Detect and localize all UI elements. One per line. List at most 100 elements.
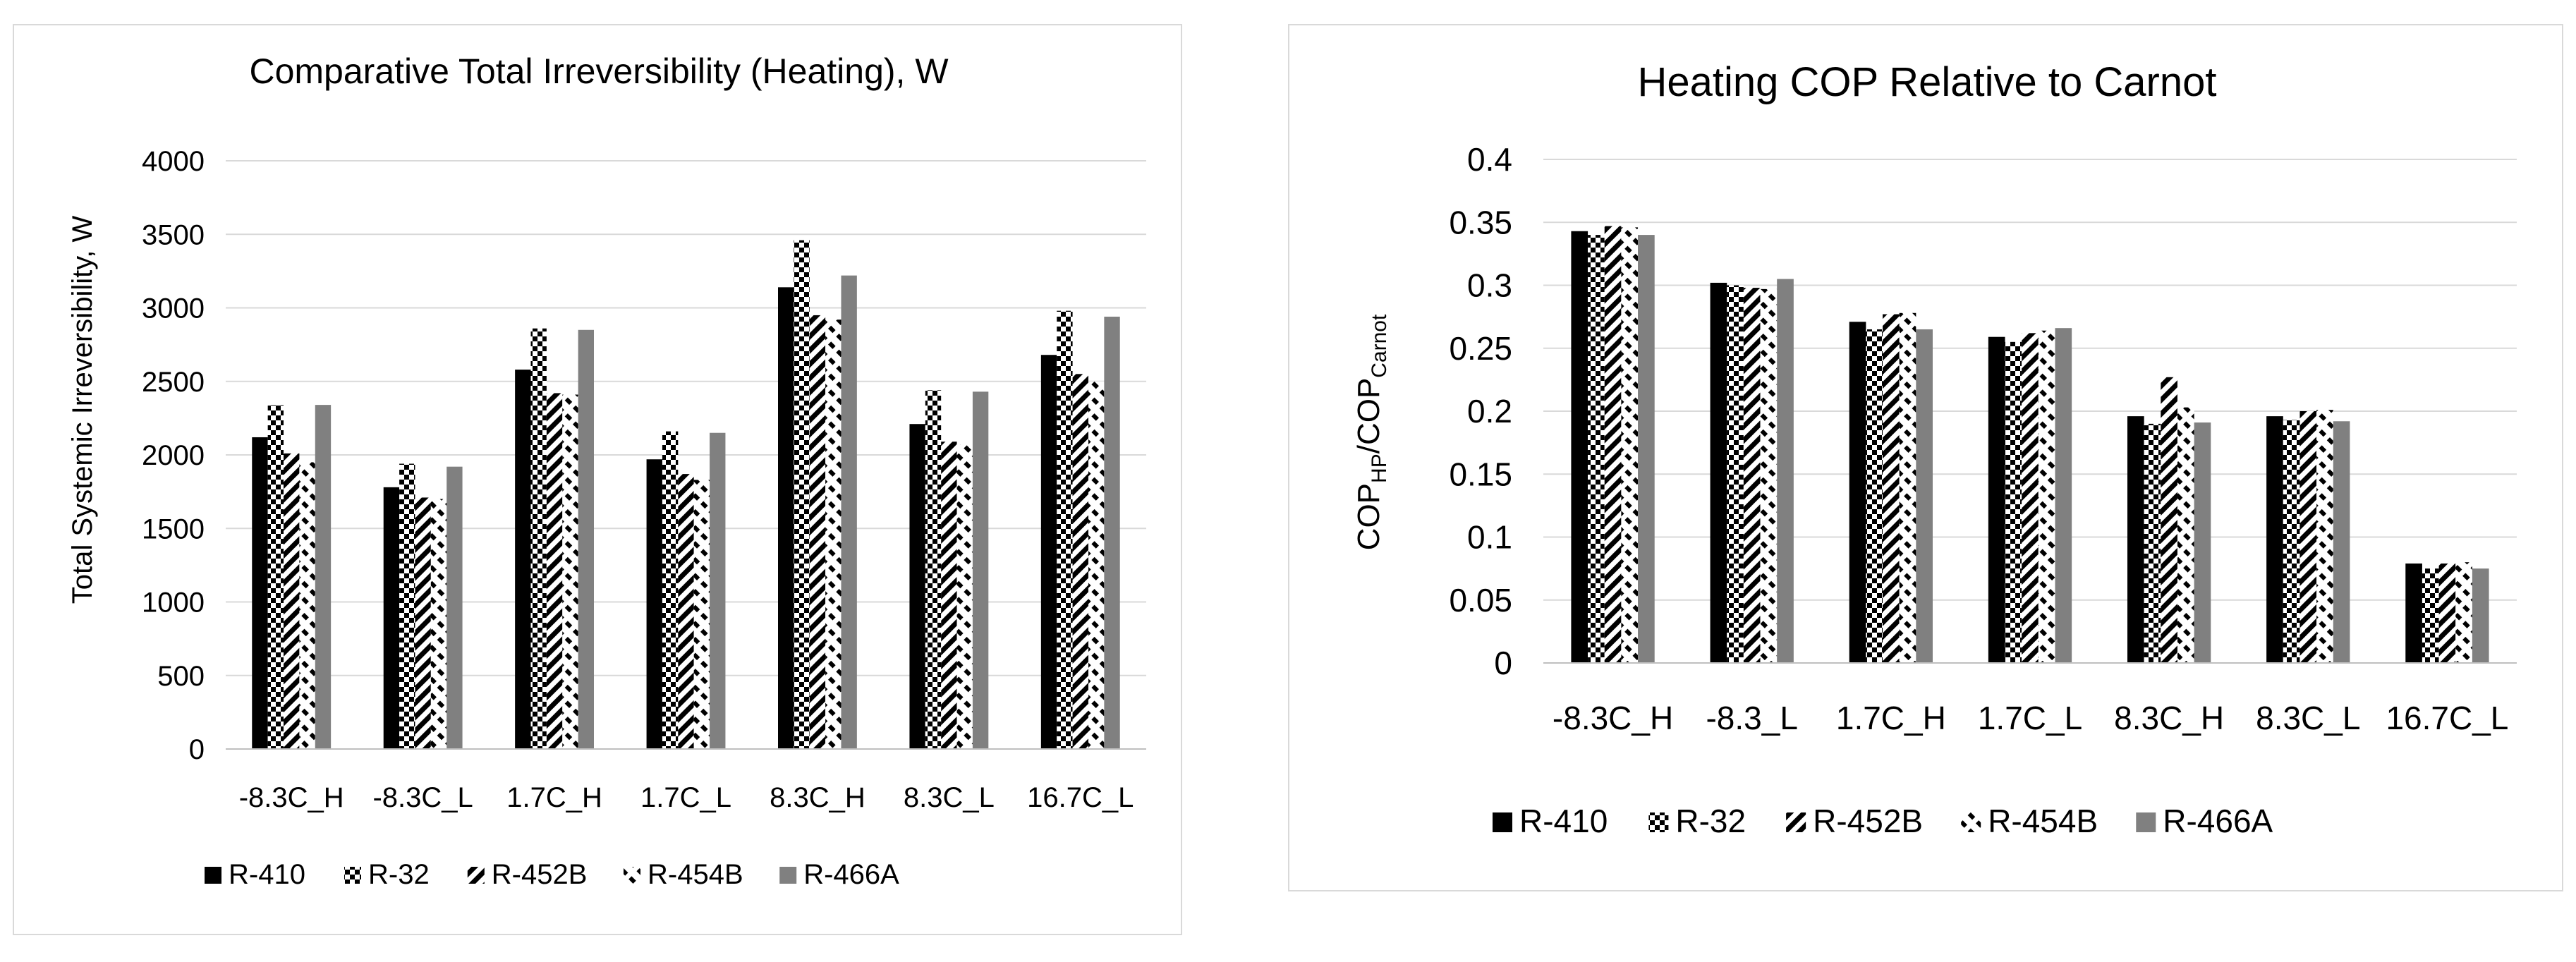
bar-r-32-0 <box>267 405 284 749</box>
bar-r-466a-0 <box>315 405 332 749</box>
bar-r-452b-4 <box>809 315 826 749</box>
y-tick-label: 0 <box>189 734 205 765</box>
chart-panel-irreversibility: Comparative Total Irreversibility (Heati… <box>13 24 1182 935</box>
bar-r-452b-3 <box>678 474 694 749</box>
legend-label-r-410: R-410 <box>1519 803 1608 839</box>
bar-r-32-5 <box>2283 420 2300 663</box>
legend-swatch-r-452b <box>467 867 485 884</box>
bar-r-410-6 <box>1040 355 1057 750</box>
chart-panel-cop: Heating COP Relative to Carnot COPHP/COP… <box>1288 24 2563 891</box>
y-tick-label: 0.15 <box>1449 456 1512 492</box>
x-tick-label: 8.3C_L <box>904 782 995 813</box>
y-tick-label: 0.1 <box>1467 519 1512 556</box>
y-tick-label: 2000 <box>142 440 205 471</box>
bar-r-32-6 <box>1057 310 1073 749</box>
legend-swatch-r-452b <box>1786 812 1806 832</box>
y-tick-label: 0.3 <box>1467 267 1512 304</box>
bar-r-410-4 <box>2127 416 2144 663</box>
bar-r-466a-1 <box>446 466 463 749</box>
bar-r-466a-2 <box>578 329 594 749</box>
bar-r-410-0 <box>252 437 268 749</box>
legend-swatch-r-32 <box>1648 812 1669 832</box>
x-tick-label: -8.3_L <box>1706 700 1797 736</box>
bar-r-454b-5 <box>956 444 973 749</box>
legend-swatch-r-466a <box>779 867 797 884</box>
bar-r-466a-5 <box>972 391 989 749</box>
bar-r-32-5 <box>925 390 942 749</box>
legend-swatch-r-32 <box>344 867 361 884</box>
bar-r-452b-1 <box>415 497 431 749</box>
x-tick-label: -8.3C_H <box>1553 700 1673 736</box>
bar-r-410-3 <box>646 459 662 749</box>
bar-r-466a-3 <box>2055 328 2072 663</box>
x-tick-label: 1.7C_L <box>1978 700 2082 736</box>
bar-r-454b-4 <box>2177 407 2194 663</box>
y-axis-label: Total Systemic Irreversibility, W <box>67 216 98 604</box>
legend-label-r-454b: R-454B <box>1988 803 2098 839</box>
bar-r-32-0 <box>1588 235 1605 664</box>
bar-r-452b-2 <box>546 393 563 749</box>
bar-r-454b-6 <box>2455 562 2472 663</box>
y-tick-label: 0.35 <box>1449 204 1512 240</box>
bar-r-410-1 <box>1710 282 1727 663</box>
cop-chart-svg: Heating COP Relative to Carnot COPHP/COP… <box>1351 59 2517 839</box>
x-tick-label: -8.3C_L <box>372 782 473 813</box>
x-tick-label: 16.7C_L <box>2386 700 2508 736</box>
bar-r-410-0 <box>1571 231 1588 663</box>
bar-r-32-1 <box>399 463 415 749</box>
bar-r-410-3 <box>1988 336 2005 663</box>
legend-label-r-32: R-32 <box>1675 803 1746 839</box>
bar-r-454b-2 <box>1899 312 1916 663</box>
irreversibility-chart-svg: Comparative Total Irreversibility (Heati… <box>67 51 1146 890</box>
bar-r-454b-3 <box>2038 330 2055 663</box>
y-axis-label-sub-hp: HP <box>1368 453 1391 483</box>
x-tick-label: 8.3C_H <box>770 782 865 813</box>
legend-label-r-454b: R-454B <box>648 859 743 890</box>
bar-r-452b-4 <box>2161 377 2177 663</box>
bar-r-454b-3 <box>693 480 710 749</box>
bar-r-466a-4 <box>2194 422 2211 663</box>
x-tick-label: 16.7C_L <box>1027 782 1134 813</box>
legend-label-r-410: R-410 <box>229 859 305 890</box>
bar-r-454b-4 <box>825 319 842 749</box>
y-tick-label: 3500 <box>142 219 205 250</box>
bar-r-466a-2 <box>1916 329 1933 663</box>
bar-r-32-2 <box>1866 329 1883 663</box>
y-axis-label: COPHP/COPCarnot <box>1351 314 1391 550</box>
x-tick-label: 1.7C_H <box>1836 700 1946 736</box>
y-tick-label: 3000 <box>142 293 205 324</box>
bar-r-32-3 <box>662 431 679 749</box>
legend-swatch-r-466a <box>2136 812 2156 832</box>
bar-r-454b-0 <box>1621 227 1639 663</box>
legend-label-r-466a: R-466A <box>2163 803 2273 839</box>
bar-r-466a-6 <box>2472 568 2489 663</box>
bar-r-452b-6 <box>1072 374 1088 749</box>
bar-r-466a-1 <box>1777 279 1794 663</box>
bar-r-32-6 <box>2422 568 2439 663</box>
y-axis-label-sub-carnot: Carnot <box>1368 314 1391 378</box>
x-tick-label: -8.3C_H <box>239 782 344 813</box>
chart-title: Heating COP Relative to Carnot <box>1637 59 2216 105</box>
bar-r-454b-5 <box>2316 410 2333 663</box>
bar-r-454b-6 <box>1088 381 1105 749</box>
bar-r-454b-2 <box>562 394 578 749</box>
x-tick-label: 8.3C_H <box>2114 700 2224 736</box>
bar-r-32-3 <box>2005 341 2022 663</box>
bar-r-410-6 <box>2405 563 2422 663</box>
legend-swatch-r-454b <box>1961 812 1981 832</box>
bar-r-32-2 <box>530 328 547 749</box>
legend-label-r-32: R-32 <box>368 859 430 890</box>
y-tick-label: 0.4 <box>1467 141 1512 178</box>
legend-swatch-r-454b <box>624 867 640 884</box>
bar-r-452b-0 <box>1604 226 1622 664</box>
bar-r-410-2 <box>515 370 531 749</box>
y-tick-label: 2500 <box>142 367 205 398</box>
bar-r-452b-0 <box>284 453 300 749</box>
bar-r-466a-4 <box>841 275 857 749</box>
bar-r-32-1 <box>1727 285 1744 663</box>
y-tick-label: 500 <box>157 661 205 692</box>
bar-r-452b-2 <box>1883 314 1900 663</box>
y-tick-label: 1500 <box>142 513 205 544</box>
bar-r-452b-6 <box>2438 563 2456 663</box>
legend-label-r-466a: R-466A <box>803 859 899 890</box>
